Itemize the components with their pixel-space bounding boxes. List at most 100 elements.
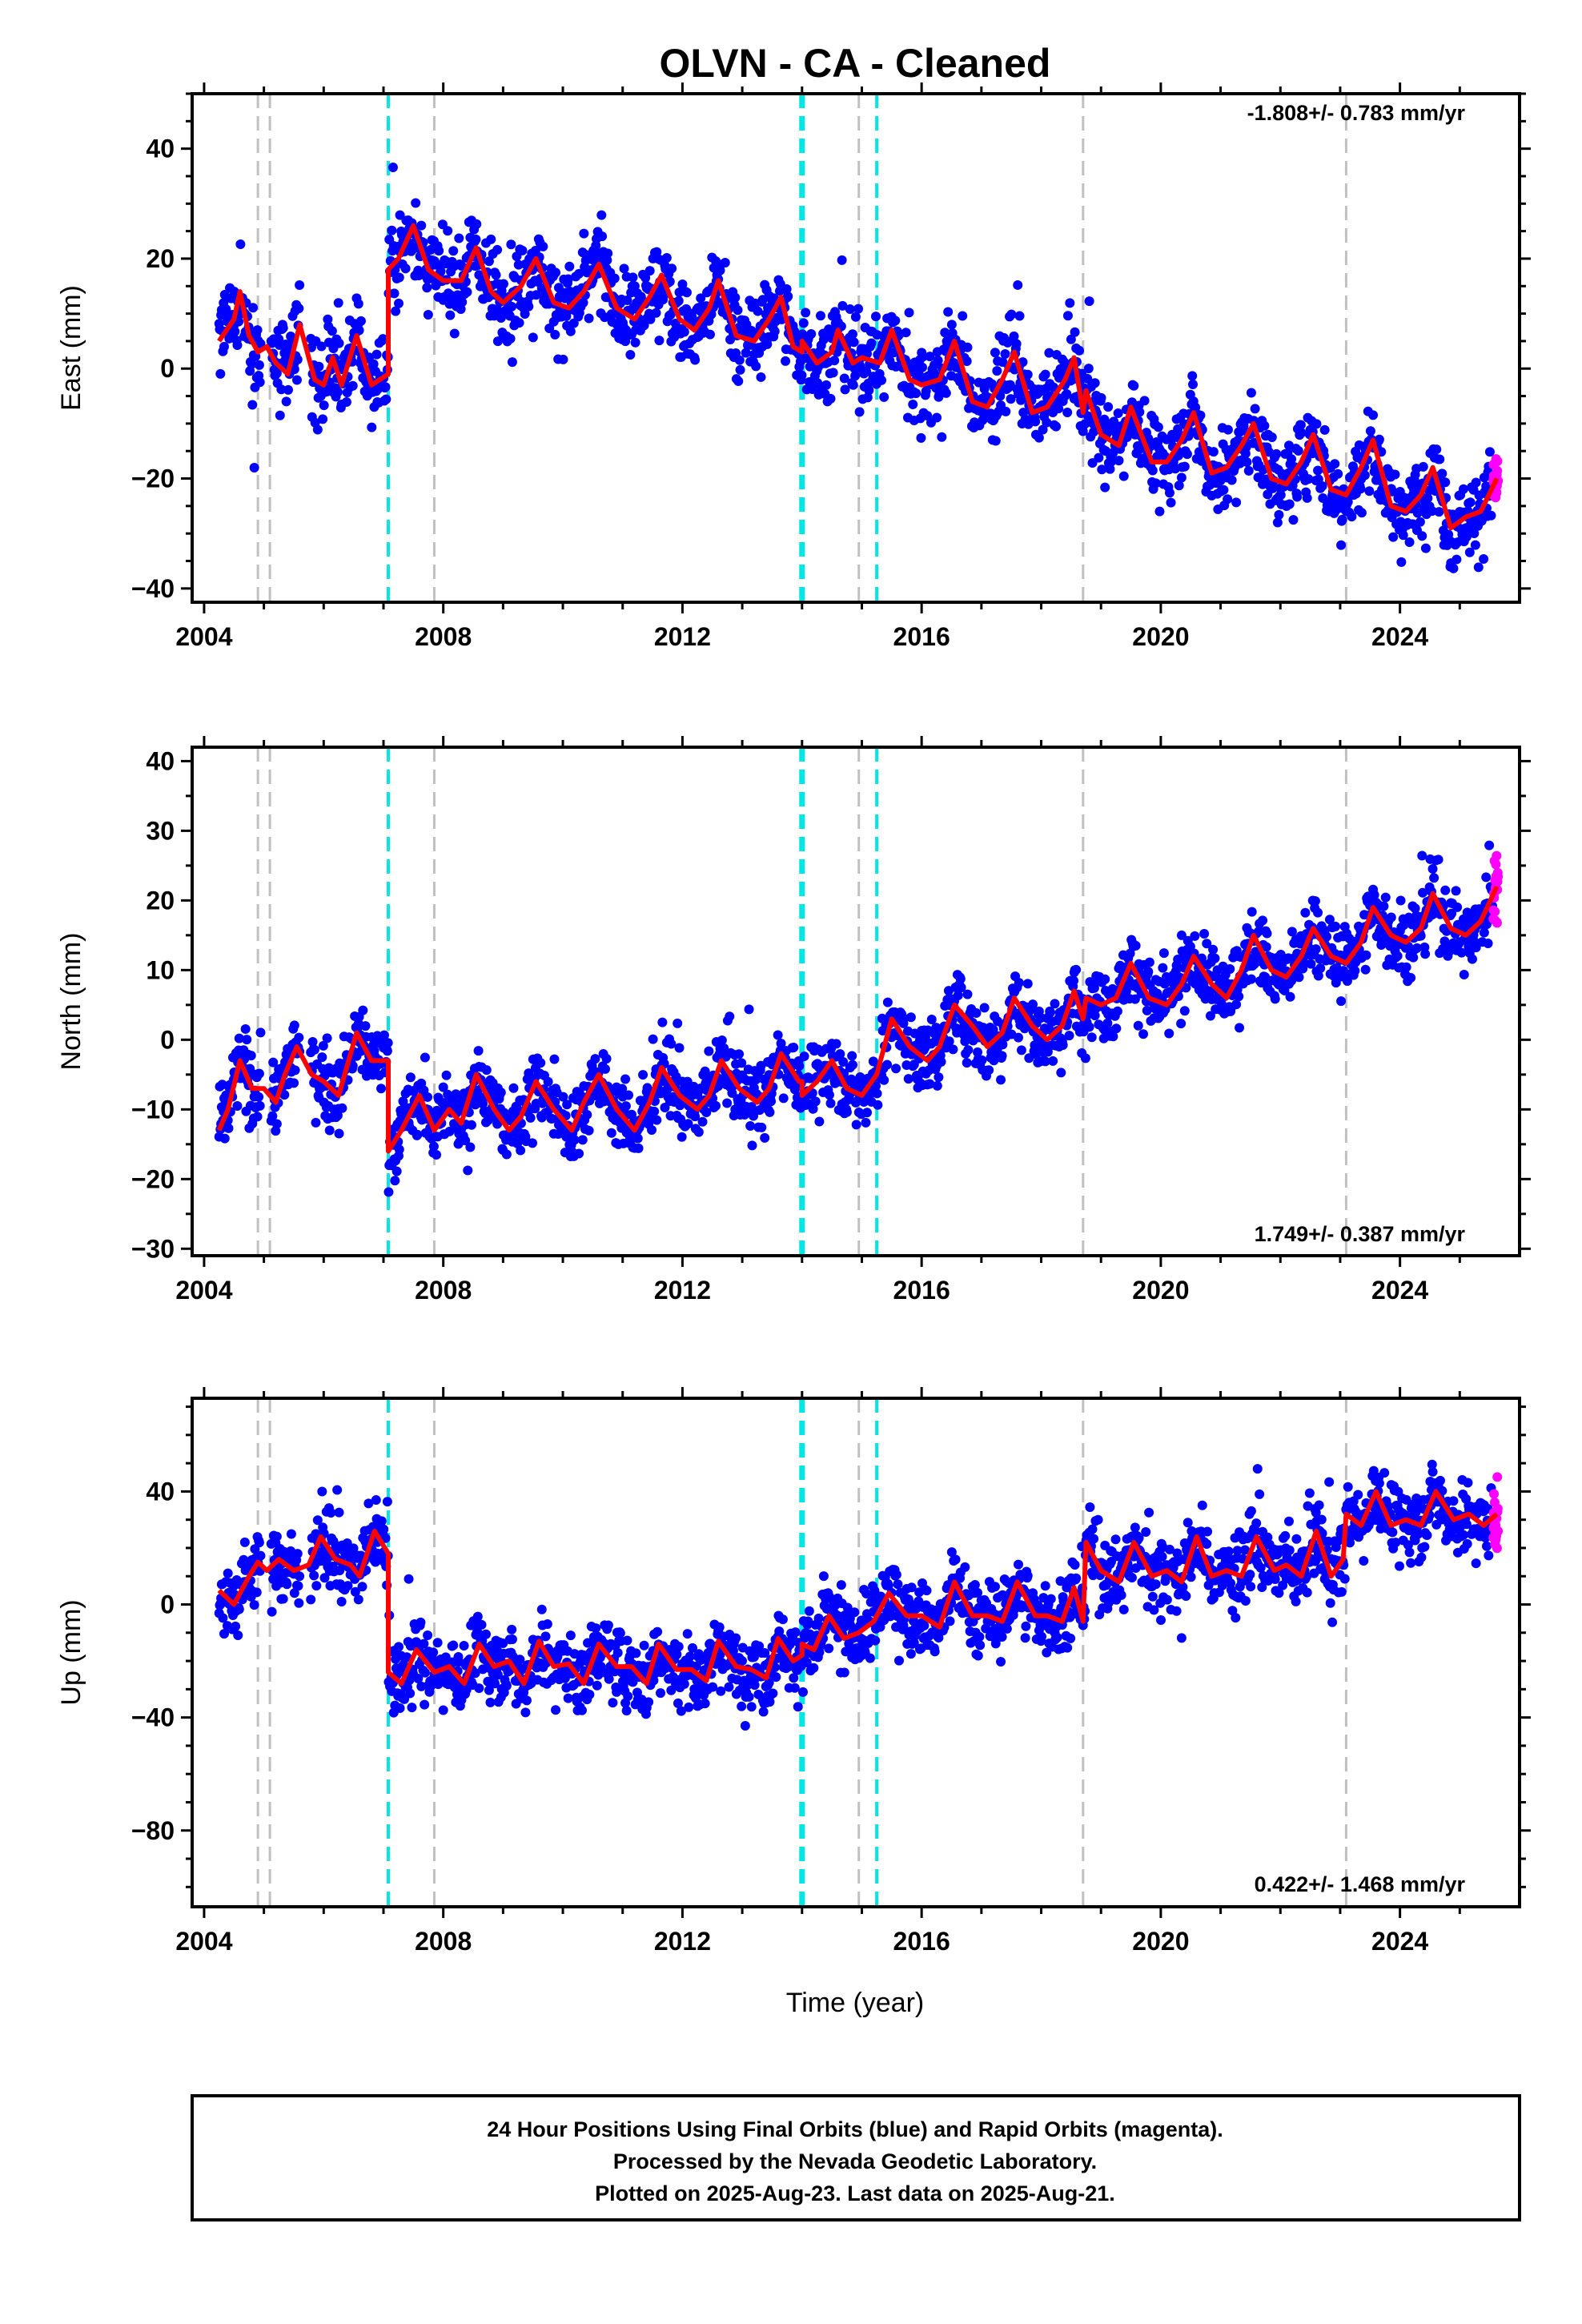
- data-point: [1114, 456, 1124, 466]
- data-point: [1064, 1031, 1074, 1041]
- data-point: [1208, 944, 1219, 955]
- data-point: [289, 364, 299, 375]
- data-point: [295, 1571, 305, 1582]
- data-point: [484, 256, 494, 267]
- data-point: [466, 1120, 476, 1130]
- data-point: [673, 1642, 684, 1652]
- data-point: [1074, 345, 1085, 356]
- data-point: [307, 1036, 318, 1047]
- data-point: [551, 1705, 561, 1715]
- data-point: [734, 355, 745, 365]
- data-point: [470, 1668, 480, 1679]
- data-point: [1246, 974, 1256, 984]
- data-point: [601, 1054, 612, 1064]
- data-point: [1420, 543, 1431, 553]
- data-point: [1433, 854, 1443, 865]
- data-point: [1261, 942, 1271, 952]
- data-point: [623, 1691, 633, 1702]
- data-point: [218, 1613, 228, 1623]
- data-point: [1285, 991, 1295, 1002]
- data-point: [1313, 465, 1323, 476]
- data-point: [438, 1705, 448, 1715]
- data-point: [420, 1052, 430, 1063]
- data-point: [1084, 1022, 1094, 1032]
- data-point: [751, 361, 761, 372]
- data-point: [1182, 449, 1192, 460]
- data-point: [318, 414, 328, 424]
- data-point: [1484, 447, 1495, 457]
- data-point: [390, 1176, 400, 1186]
- data-point: [612, 1647, 623, 1658]
- data-point: [604, 1674, 614, 1684]
- data-point: [484, 1685, 494, 1695]
- data-point: [667, 263, 677, 274]
- data-point: [818, 334, 829, 344]
- data-point: [1118, 471, 1129, 481]
- data-point: [367, 422, 377, 432]
- data-point: [1398, 530, 1408, 541]
- data-point: [1164, 1028, 1174, 1039]
- data-point: [1056, 1068, 1066, 1078]
- data-point: [963, 1045, 974, 1055]
- data-point: [387, 225, 397, 235]
- data-point: [1473, 562, 1484, 573]
- data-point: [948, 1044, 958, 1055]
- y-tick-label: −40: [131, 574, 175, 603]
- data-point: [1129, 380, 1139, 391]
- data-point: [806, 329, 817, 340]
- data-point: [720, 258, 730, 268]
- data-point: [460, 1136, 471, 1146]
- data-point: [371, 1495, 381, 1506]
- data-point: [428, 1647, 439, 1658]
- data-point: [621, 1706, 632, 1716]
- data-point: [1042, 417, 1052, 428]
- data-point: [1360, 964, 1371, 975]
- data-point: [1467, 954, 1477, 964]
- data-point: [543, 1076, 553, 1087]
- data-point: [1062, 311, 1073, 321]
- data-point: [1300, 907, 1311, 918]
- data-point: [462, 287, 472, 297]
- data-point: [347, 1060, 358, 1071]
- data-point: [926, 1015, 937, 1025]
- data-point: [1380, 892, 1391, 903]
- data-point: [507, 357, 517, 368]
- data-point: [877, 375, 887, 385]
- data-point: [624, 1090, 634, 1100]
- data-point: [639, 320, 649, 331]
- data-point: [255, 1100, 265, 1111]
- data-point: [378, 334, 388, 344]
- data-point: [890, 316, 901, 326]
- data-point: [593, 1670, 604, 1680]
- data-point: [520, 308, 530, 319]
- data-point: [990, 348, 1000, 358]
- data-point: [1440, 477, 1451, 488]
- data-point: [901, 328, 911, 338]
- data-point: [582, 1110, 592, 1120]
- data-point: [606, 1128, 616, 1138]
- data-point: [1395, 895, 1406, 906]
- data-point: [630, 337, 640, 348]
- data-point: [644, 1697, 654, 1707]
- data-point: [596, 210, 607, 220]
- data-point: [841, 1107, 852, 1117]
- data-point: [1437, 468, 1447, 479]
- rapid-data-point: [1492, 850, 1502, 861]
- data-point: [753, 306, 763, 316]
- data-point: [405, 1072, 416, 1083]
- data-point: [223, 1568, 233, 1578]
- data-point: [481, 1065, 492, 1076]
- data-point: [1022, 979, 1033, 989]
- data-point: [547, 1113, 557, 1124]
- data-point: [289, 1078, 299, 1088]
- data-point: [1448, 563, 1459, 573]
- data-point: [536, 1058, 546, 1068]
- data-point: [882, 997, 893, 1007]
- data-point: [1452, 902, 1463, 912]
- data-point: [1084, 296, 1094, 307]
- data-point: [1199, 929, 1210, 939]
- data-point: [486, 234, 496, 244]
- data-point: [1435, 454, 1445, 464]
- data-point: [1417, 531, 1427, 541]
- data-point: [1483, 938, 1493, 948]
